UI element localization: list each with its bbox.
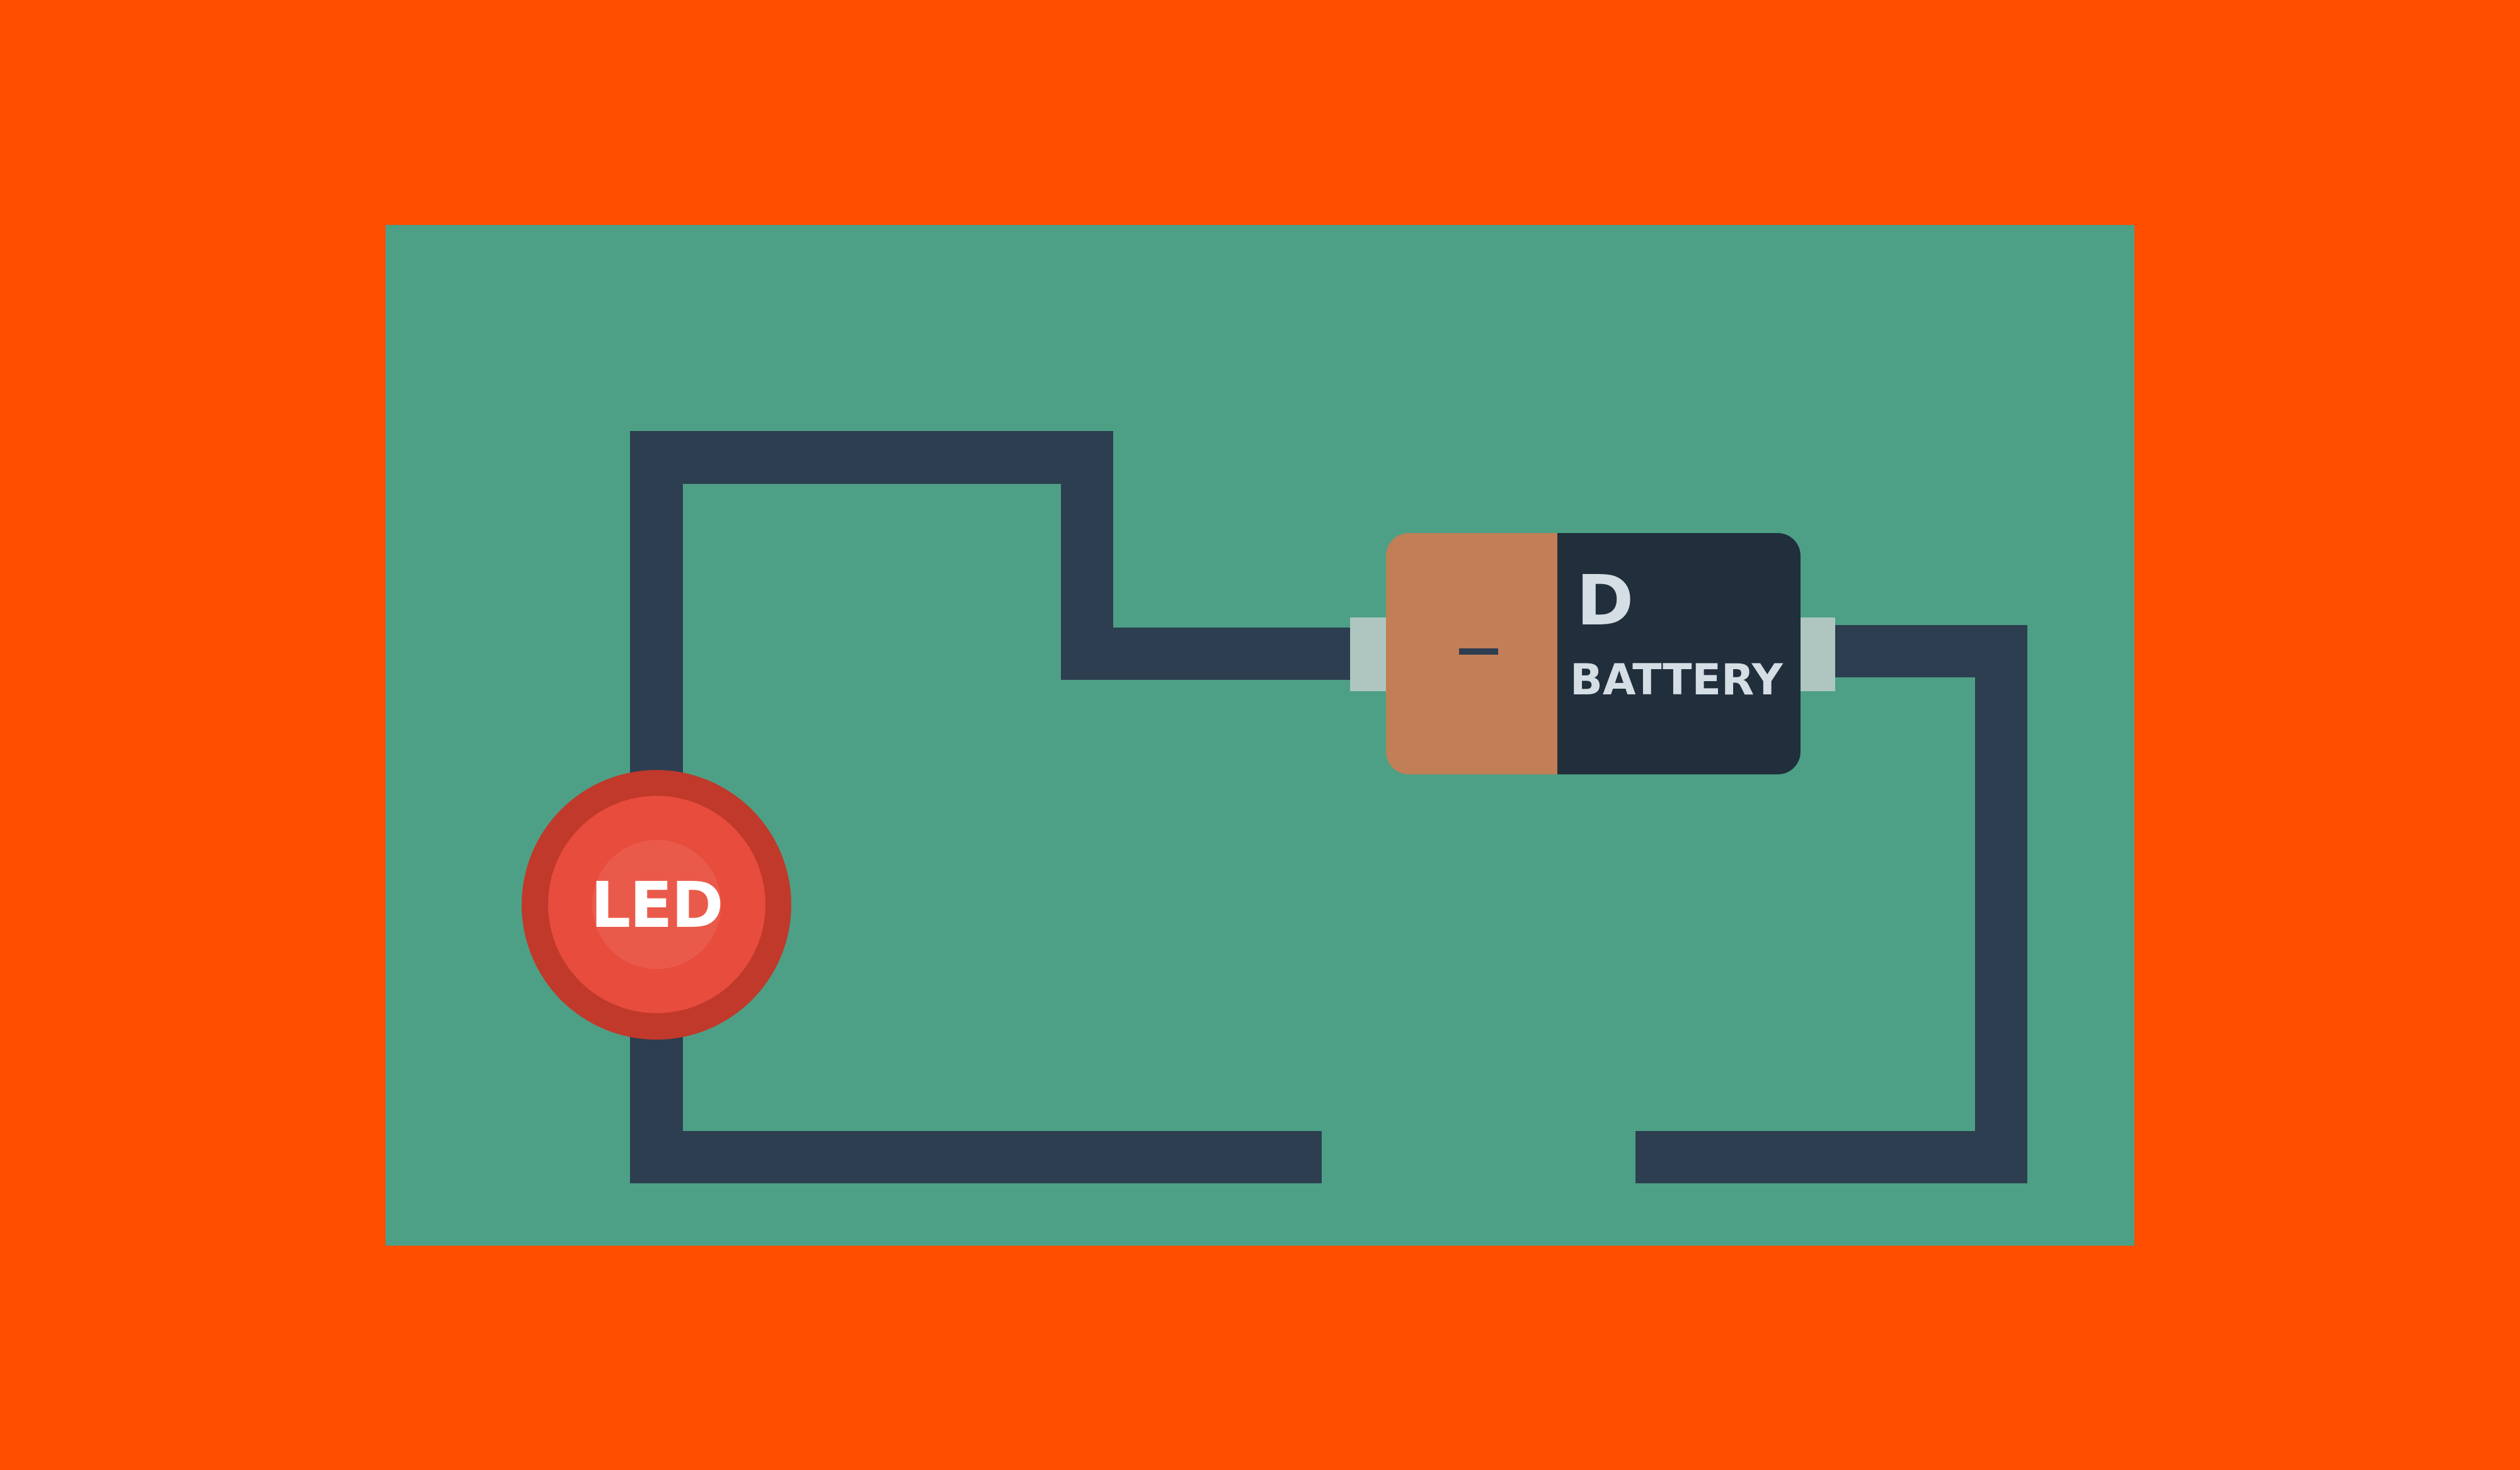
battery-negative-end bbox=[1386, 533, 1557, 774]
battery-positive-terminal bbox=[1799, 617, 1835, 691]
battery-negative-terminal bbox=[1350, 617, 1388, 691]
wire-bottom-right-horizontal bbox=[1635, 1131, 2027, 1183]
wire-top-left-horizontal bbox=[630, 431, 1113, 484]
wire-left-vertical-upper bbox=[630, 431, 683, 784]
led-highlight bbox=[592, 840, 721, 969]
wire-bottom-left-horizontal bbox=[630, 1131, 1322, 1183]
battery: D BATTERY bbox=[1386, 533, 1801, 774]
battery-type-label: BATTERY bbox=[1570, 655, 1783, 705]
battery-body: D BATTERY bbox=[1557, 533, 1801, 774]
wire-right-vertical bbox=[1975, 625, 2027, 1183]
minus-icon bbox=[1459, 648, 1498, 655]
battery-size-label: D bbox=[1576, 560, 1634, 641]
led-label: LED bbox=[590, 868, 723, 942]
wire-to-battery-negative bbox=[1061, 628, 1352, 680]
